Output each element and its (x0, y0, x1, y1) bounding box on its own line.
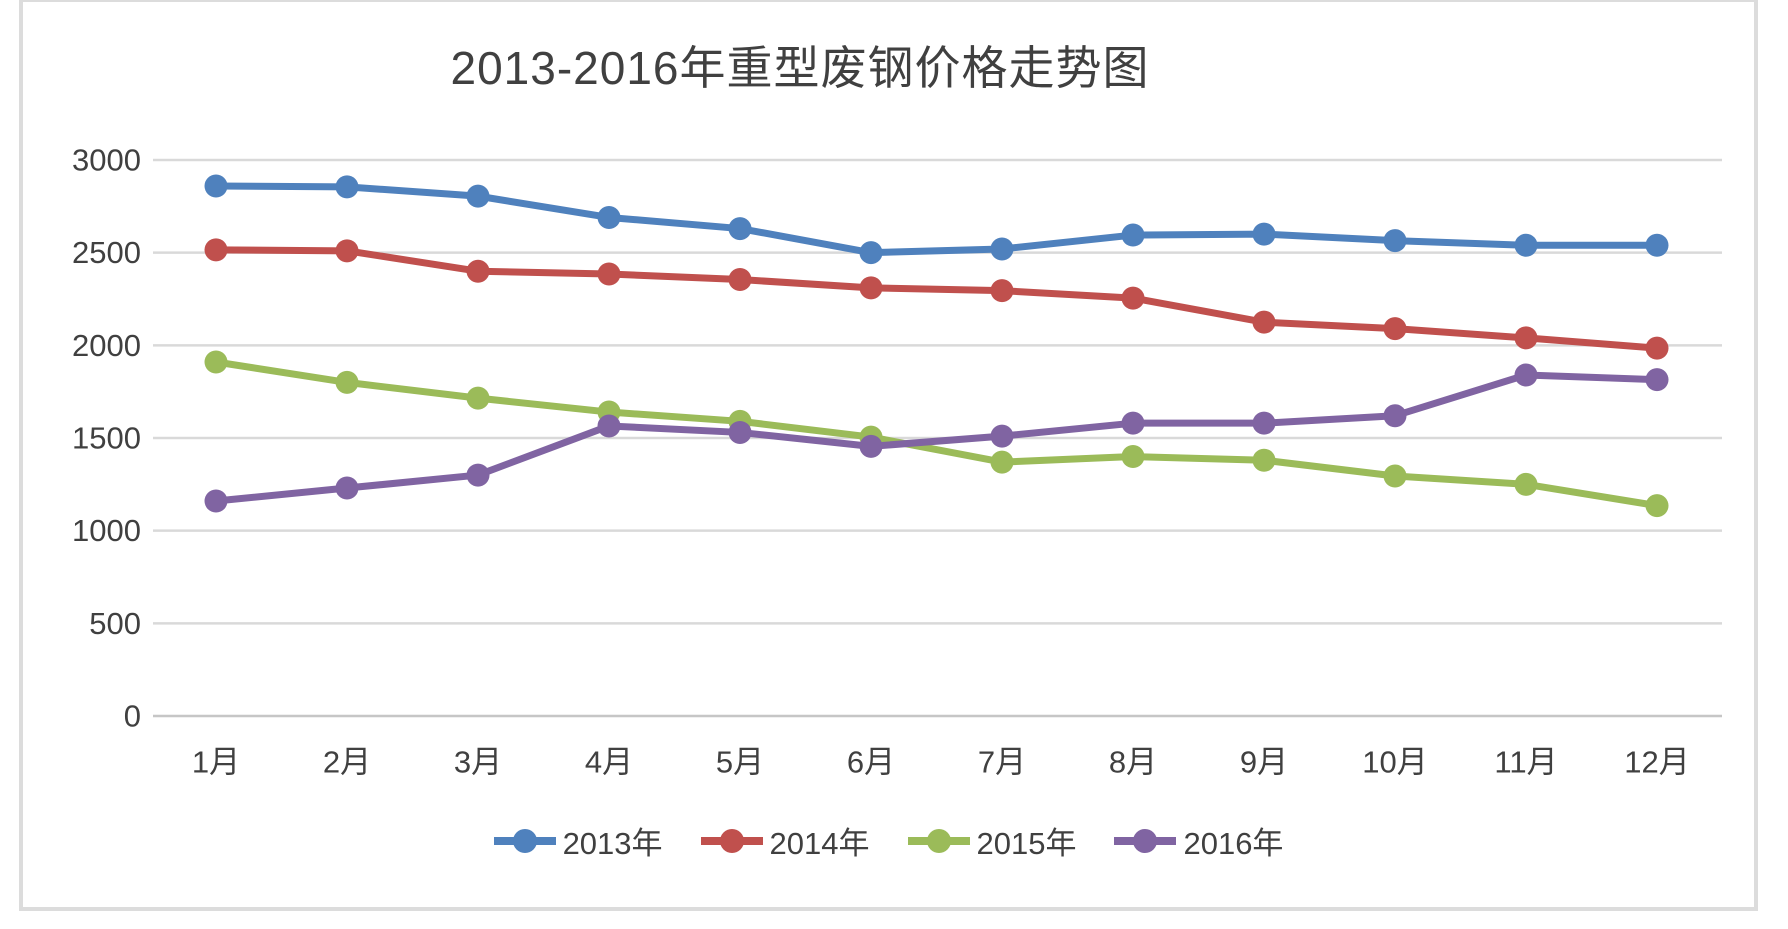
x-tick-label: 2月 (323, 745, 371, 780)
data-point-2013 (1645, 233, 1669, 257)
data-point-2014 (1252, 310, 1276, 334)
data-point-2014 (204, 238, 228, 262)
data-point-2015 (335, 370, 359, 394)
data-point-2014 (597, 262, 621, 286)
data-point-2016 (466, 463, 490, 487)
data-point-2015 (466, 386, 490, 410)
x-tick-label: 11月 (1494, 745, 1557, 780)
data-point-2016 (335, 476, 359, 500)
data-point-2013 (1252, 222, 1276, 246)
x-tick-label: 7月 (978, 745, 1026, 780)
legend-marker-dot (719, 828, 744, 853)
data-point-2013 (1514, 233, 1538, 257)
data-point-2014 (728, 268, 752, 292)
legend-item-2015: 2015年 (907, 818, 1077, 863)
data-point-2014 (466, 259, 490, 283)
data-point-2016 (859, 434, 883, 458)
data-point-2016 (1252, 411, 1276, 435)
data-point-2016 (1121, 411, 1145, 435)
chart-legend: 2013年 2014年 2015年 2016年 (20, 818, 1757, 863)
data-point-2015 (1514, 472, 1538, 496)
y-tick-label: 0 (124, 699, 141, 734)
legend-marker-2015 (907, 828, 970, 853)
data-point-2013 (335, 175, 359, 199)
x-tick-label: 5月 (716, 745, 764, 780)
data-point-2015 (1252, 448, 1276, 472)
legend-marker-dot (926, 828, 951, 853)
series-line-2016 (212, 371, 1661, 505)
y-tick-label: 2000 (72, 328, 141, 363)
chart-title: 2013-2016年重型废钢价格走势图 (450, 42, 1150, 94)
data-point-2015 (1383, 464, 1407, 488)
data-point-2014 (990, 279, 1014, 303)
data-point-2013 (1383, 229, 1407, 253)
x-tick-label: 10月 (1362, 745, 1427, 780)
x-tick-label: 8月 (1109, 745, 1157, 780)
data-point-2016 (597, 414, 621, 438)
legend-marker-2014 (700, 828, 763, 853)
data-point-2013 (204, 174, 228, 198)
data-point-2016 (728, 420, 752, 444)
data-point-2016 (1645, 368, 1669, 392)
data-point-2015 (204, 350, 228, 374)
legend-label-2014: 2014年 (769, 826, 870, 861)
legend-item-2016: 2016年 (1114, 818, 1283, 863)
x-tick-label: 6月 (847, 745, 895, 780)
data-point-2014 (1383, 317, 1407, 341)
data-point-2016 (1383, 404, 1407, 428)
legend-label-2015: 2015年 (976, 826, 1077, 861)
data-point-2013 (597, 205, 621, 229)
chart-frame (19, 0, 1758, 911)
series-line-2014 (212, 246, 1661, 352)
data-point-2014 (335, 239, 359, 263)
data-point-2016 (1514, 363, 1538, 387)
data-point-2014 (859, 276, 883, 300)
legend-marker-2016 (1114, 828, 1177, 853)
data-point-2013 (728, 217, 752, 241)
x-tick-label: 9月 (1240, 745, 1288, 780)
x-tick-label: 3月 (454, 745, 502, 780)
data-point-2013 (990, 237, 1014, 261)
data-point-2016 (990, 424, 1014, 448)
x-tick-label: 12月 (1624, 745, 1689, 780)
data-point-2015 (990, 450, 1014, 474)
legend-item-2013: 2013年 (493, 818, 663, 863)
legend-marker-dot (1133, 828, 1158, 853)
y-tick-label: 500 (89, 606, 141, 641)
data-point-2014 (1121, 286, 1145, 310)
y-tick-label: 1000 (72, 513, 141, 548)
legend-item-2014: 2014年 (700, 818, 870, 863)
data-point-2013 (1121, 223, 1145, 247)
data-point-2015 (1645, 494, 1669, 518)
legend-marker-2013 (493, 828, 556, 853)
legend-label-2013: 2013年 (562, 826, 663, 861)
y-tick-label: 3000 (72, 143, 141, 178)
legend-marker-dot (512, 828, 537, 853)
legend-label-2016: 2016年 (1183, 826, 1284, 861)
series-line-2015 (212, 358, 1661, 510)
x-tick-label: 1月 (192, 745, 240, 780)
data-point-2014 (1514, 326, 1538, 350)
y-tick-label: 1500 (72, 421, 141, 456)
data-point-2016 (204, 489, 228, 513)
data-point-2013 (859, 241, 883, 265)
data-point-2014 (1645, 336, 1669, 360)
data-point-2015 (1121, 445, 1145, 469)
y-tick-label: 2500 (72, 235, 141, 270)
data-point-2013 (466, 184, 490, 208)
series-line-2013 (212, 182, 1661, 257)
x-tick-label: 4月 (585, 745, 633, 780)
